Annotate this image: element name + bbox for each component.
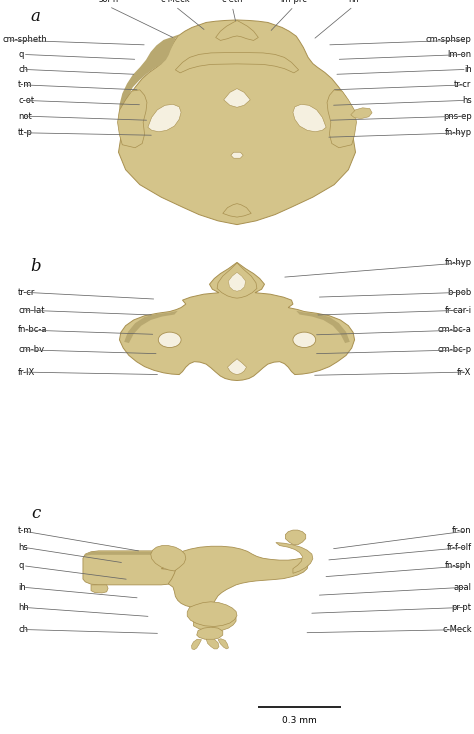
Polygon shape: [197, 627, 223, 639]
Text: hs: hs: [18, 542, 28, 552]
Text: fr-car-i: fr-car-i: [445, 305, 472, 315]
Polygon shape: [175, 52, 299, 73]
Text: hh: hh: [18, 603, 29, 612]
Polygon shape: [296, 310, 350, 343]
Polygon shape: [351, 108, 372, 118]
Text: cm-bv: cm-bv: [18, 345, 44, 355]
Text: c-ot: c-ot: [18, 96, 34, 105]
Text: cm-lat: cm-lat: [18, 305, 45, 315]
Ellipse shape: [293, 332, 316, 347]
Text: ch: ch: [18, 65, 28, 74]
Text: q: q: [18, 50, 23, 59]
Polygon shape: [168, 546, 308, 608]
Polygon shape: [84, 552, 167, 556]
Text: 0.3 mm: 0.3 mm: [283, 716, 317, 725]
Polygon shape: [118, 34, 179, 130]
Text: fn-hyp: fn-hyp: [445, 258, 472, 267]
Text: c: c: [31, 506, 40, 523]
Text: cm-sphsep: cm-sphsep: [426, 35, 472, 45]
Polygon shape: [327, 90, 356, 148]
Text: t-m: t-m: [18, 80, 32, 90]
Polygon shape: [83, 551, 181, 585]
Text: fn-bc-a: fn-bc-a: [18, 325, 47, 335]
Text: fr-IX: fr-IX: [18, 368, 35, 377]
Text: apal: apal: [454, 583, 472, 592]
Text: tt-p: tt-p: [18, 128, 33, 137]
Text: tr-cr: tr-cr: [18, 288, 36, 297]
Polygon shape: [228, 272, 246, 291]
Polygon shape: [217, 263, 257, 298]
Polygon shape: [148, 104, 181, 132]
Polygon shape: [218, 639, 228, 649]
Text: fr-f-olf: fr-f-olf: [447, 542, 472, 552]
Polygon shape: [124, 310, 178, 343]
Text: b: b: [30, 258, 41, 275]
Text: fr-on: fr-on: [452, 526, 472, 536]
Polygon shape: [191, 639, 201, 650]
Polygon shape: [119, 263, 355, 380]
Text: b-pob: b-pob: [447, 288, 472, 297]
Ellipse shape: [158, 332, 181, 347]
Text: not: not: [18, 112, 32, 120]
Text: c-Meck: c-Meck: [442, 625, 472, 634]
Text: pns-ep: pns-ep: [443, 112, 472, 120]
Text: a: a: [31, 8, 40, 25]
Polygon shape: [231, 152, 243, 159]
Text: fr-X: fr-X: [457, 368, 472, 377]
Text: hs: hs: [462, 96, 472, 105]
Polygon shape: [118, 90, 147, 148]
Text: fn-sph: fn-sph: [445, 562, 472, 570]
Text: t-m: t-m: [18, 526, 32, 536]
Polygon shape: [151, 545, 186, 571]
Text: lm-prc: lm-prc: [281, 0, 307, 4]
Polygon shape: [187, 602, 237, 627]
Text: cm-bc-p: cm-bc-p: [438, 345, 472, 355]
Text: c-eth: c-eth: [221, 0, 243, 4]
Polygon shape: [206, 639, 219, 649]
Polygon shape: [293, 104, 326, 132]
Text: hh: hh: [348, 0, 358, 4]
Text: lm-on: lm-on: [447, 50, 472, 59]
Text: q: q: [18, 562, 23, 570]
Text: ih: ih: [464, 65, 472, 74]
Polygon shape: [118, 20, 356, 225]
Polygon shape: [228, 359, 246, 374]
Polygon shape: [285, 530, 306, 545]
Text: c-Meck: c-Meck: [161, 0, 190, 4]
Polygon shape: [276, 542, 313, 573]
Text: cm-bc-a: cm-bc-a: [438, 325, 472, 335]
Text: fn-hyp: fn-hyp: [445, 128, 472, 137]
Polygon shape: [216, 21, 258, 40]
Polygon shape: [91, 585, 108, 593]
Text: ih: ih: [18, 583, 26, 592]
Polygon shape: [193, 617, 236, 631]
Text: ch: ch: [18, 625, 28, 634]
Polygon shape: [224, 89, 250, 107]
Text: cm-spheth: cm-spheth: [2, 35, 47, 45]
Text: pr-pt: pr-pt: [452, 603, 472, 612]
Text: sol-n: sol-n: [99, 0, 119, 4]
Polygon shape: [223, 203, 251, 217]
Text: tr-cr: tr-cr: [454, 80, 472, 90]
